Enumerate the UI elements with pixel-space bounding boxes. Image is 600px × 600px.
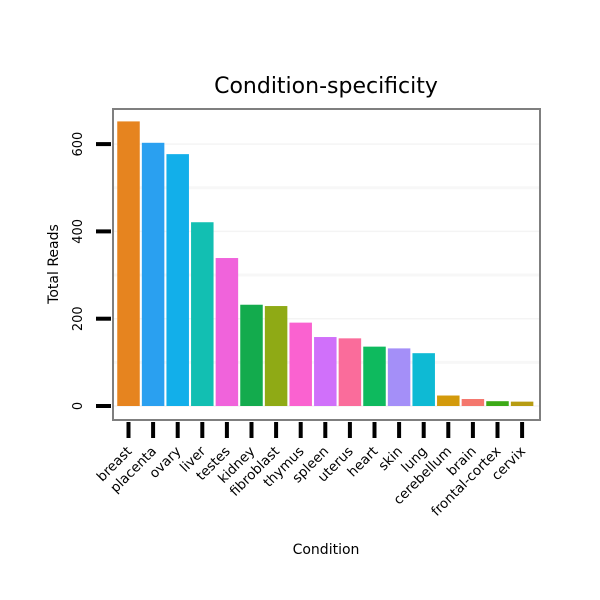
x-axis-label: Condition [293,542,360,558]
bar-kidney [240,304,263,406]
bar-heart [363,346,386,406]
bar-breast [117,121,140,406]
bar-lung [412,353,435,406]
y-tick-label: 200 [71,306,86,331]
y-tick-label: 0 [71,402,86,410]
plot-border [112,108,541,421]
bar-fibroblast [264,306,288,406]
bars [117,121,534,406]
bar-uterus [338,338,362,406]
chart-title: Condition-specificity [214,74,438,99]
bar-thymus [289,322,312,406]
bar-frontal-cortex [486,401,509,406]
y-axis-label: Total Reads [46,224,62,305]
bar-cervix [510,401,534,406]
y-tick-label: 400 [71,219,86,244]
bar-placenta [141,142,165,406]
y-axis-ticks: 0 200 400 600 [71,132,111,410]
y-tick-label: 600 [71,132,86,157]
bar-skin [387,348,411,406]
bar-liver [191,222,214,406]
bar-spleen [314,337,337,406]
bar-brain [461,399,485,406]
bar-ovary [166,154,189,406]
bar-cerebellum [437,395,460,406]
bar-testes [215,258,239,406]
